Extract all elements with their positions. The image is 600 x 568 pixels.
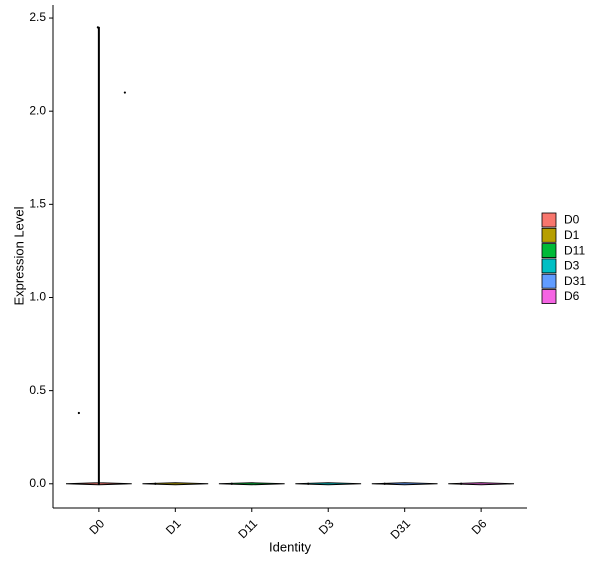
y-tick-label: 0.0 [29,476,46,490]
point [383,482,386,485]
x-tick-label: D31 [388,516,414,542]
point [97,482,100,485]
violin [295,482,362,486]
legend-label: D0 [564,213,580,227]
point [307,482,310,485]
violin [371,482,438,486]
point [96,26,99,29]
y-tick-label: 1.0 [29,290,46,304]
legend-key [541,243,557,259]
legend-label: D11 [564,243,585,257]
x-tick-label: D11 [235,516,260,541]
y-tick-label: 0.5 [29,383,46,397]
point [77,411,80,415]
violin [218,482,285,486]
x-tick-label: D1 [163,516,184,537]
y-tick-label: 2.0 [29,103,46,117]
legend-key [541,273,557,289]
legend-key [541,227,557,243]
point [230,482,233,485]
legend-key [541,258,557,274]
legend-label: D31 [564,274,586,288]
legend-key [541,212,557,228]
y-tick-label: 2.5 [29,10,46,24]
violin [142,482,209,486]
x-tick-label: D0 [86,516,107,537]
legend-label: D1 [564,228,580,242]
point [123,91,126,94]
legend-label: D6 [564,289,580,303]
legend-key [541,289,557,304]
violin [448,482,515,486]
y-axis-title: Expression Level [11,206,26,305]
y-tick-label: 1.5 [29,197,46,211]
point [154,482,157,485]
x-tick-label: D3 [316,516,337,537]
violin [65,26,132,486]
legend-label: D3 [564,259,580,273]
x-axis-title: Identity [269,539,311,554]
point [460,482,463,485]
x-tick-label: D6 [469,516,490,537]
